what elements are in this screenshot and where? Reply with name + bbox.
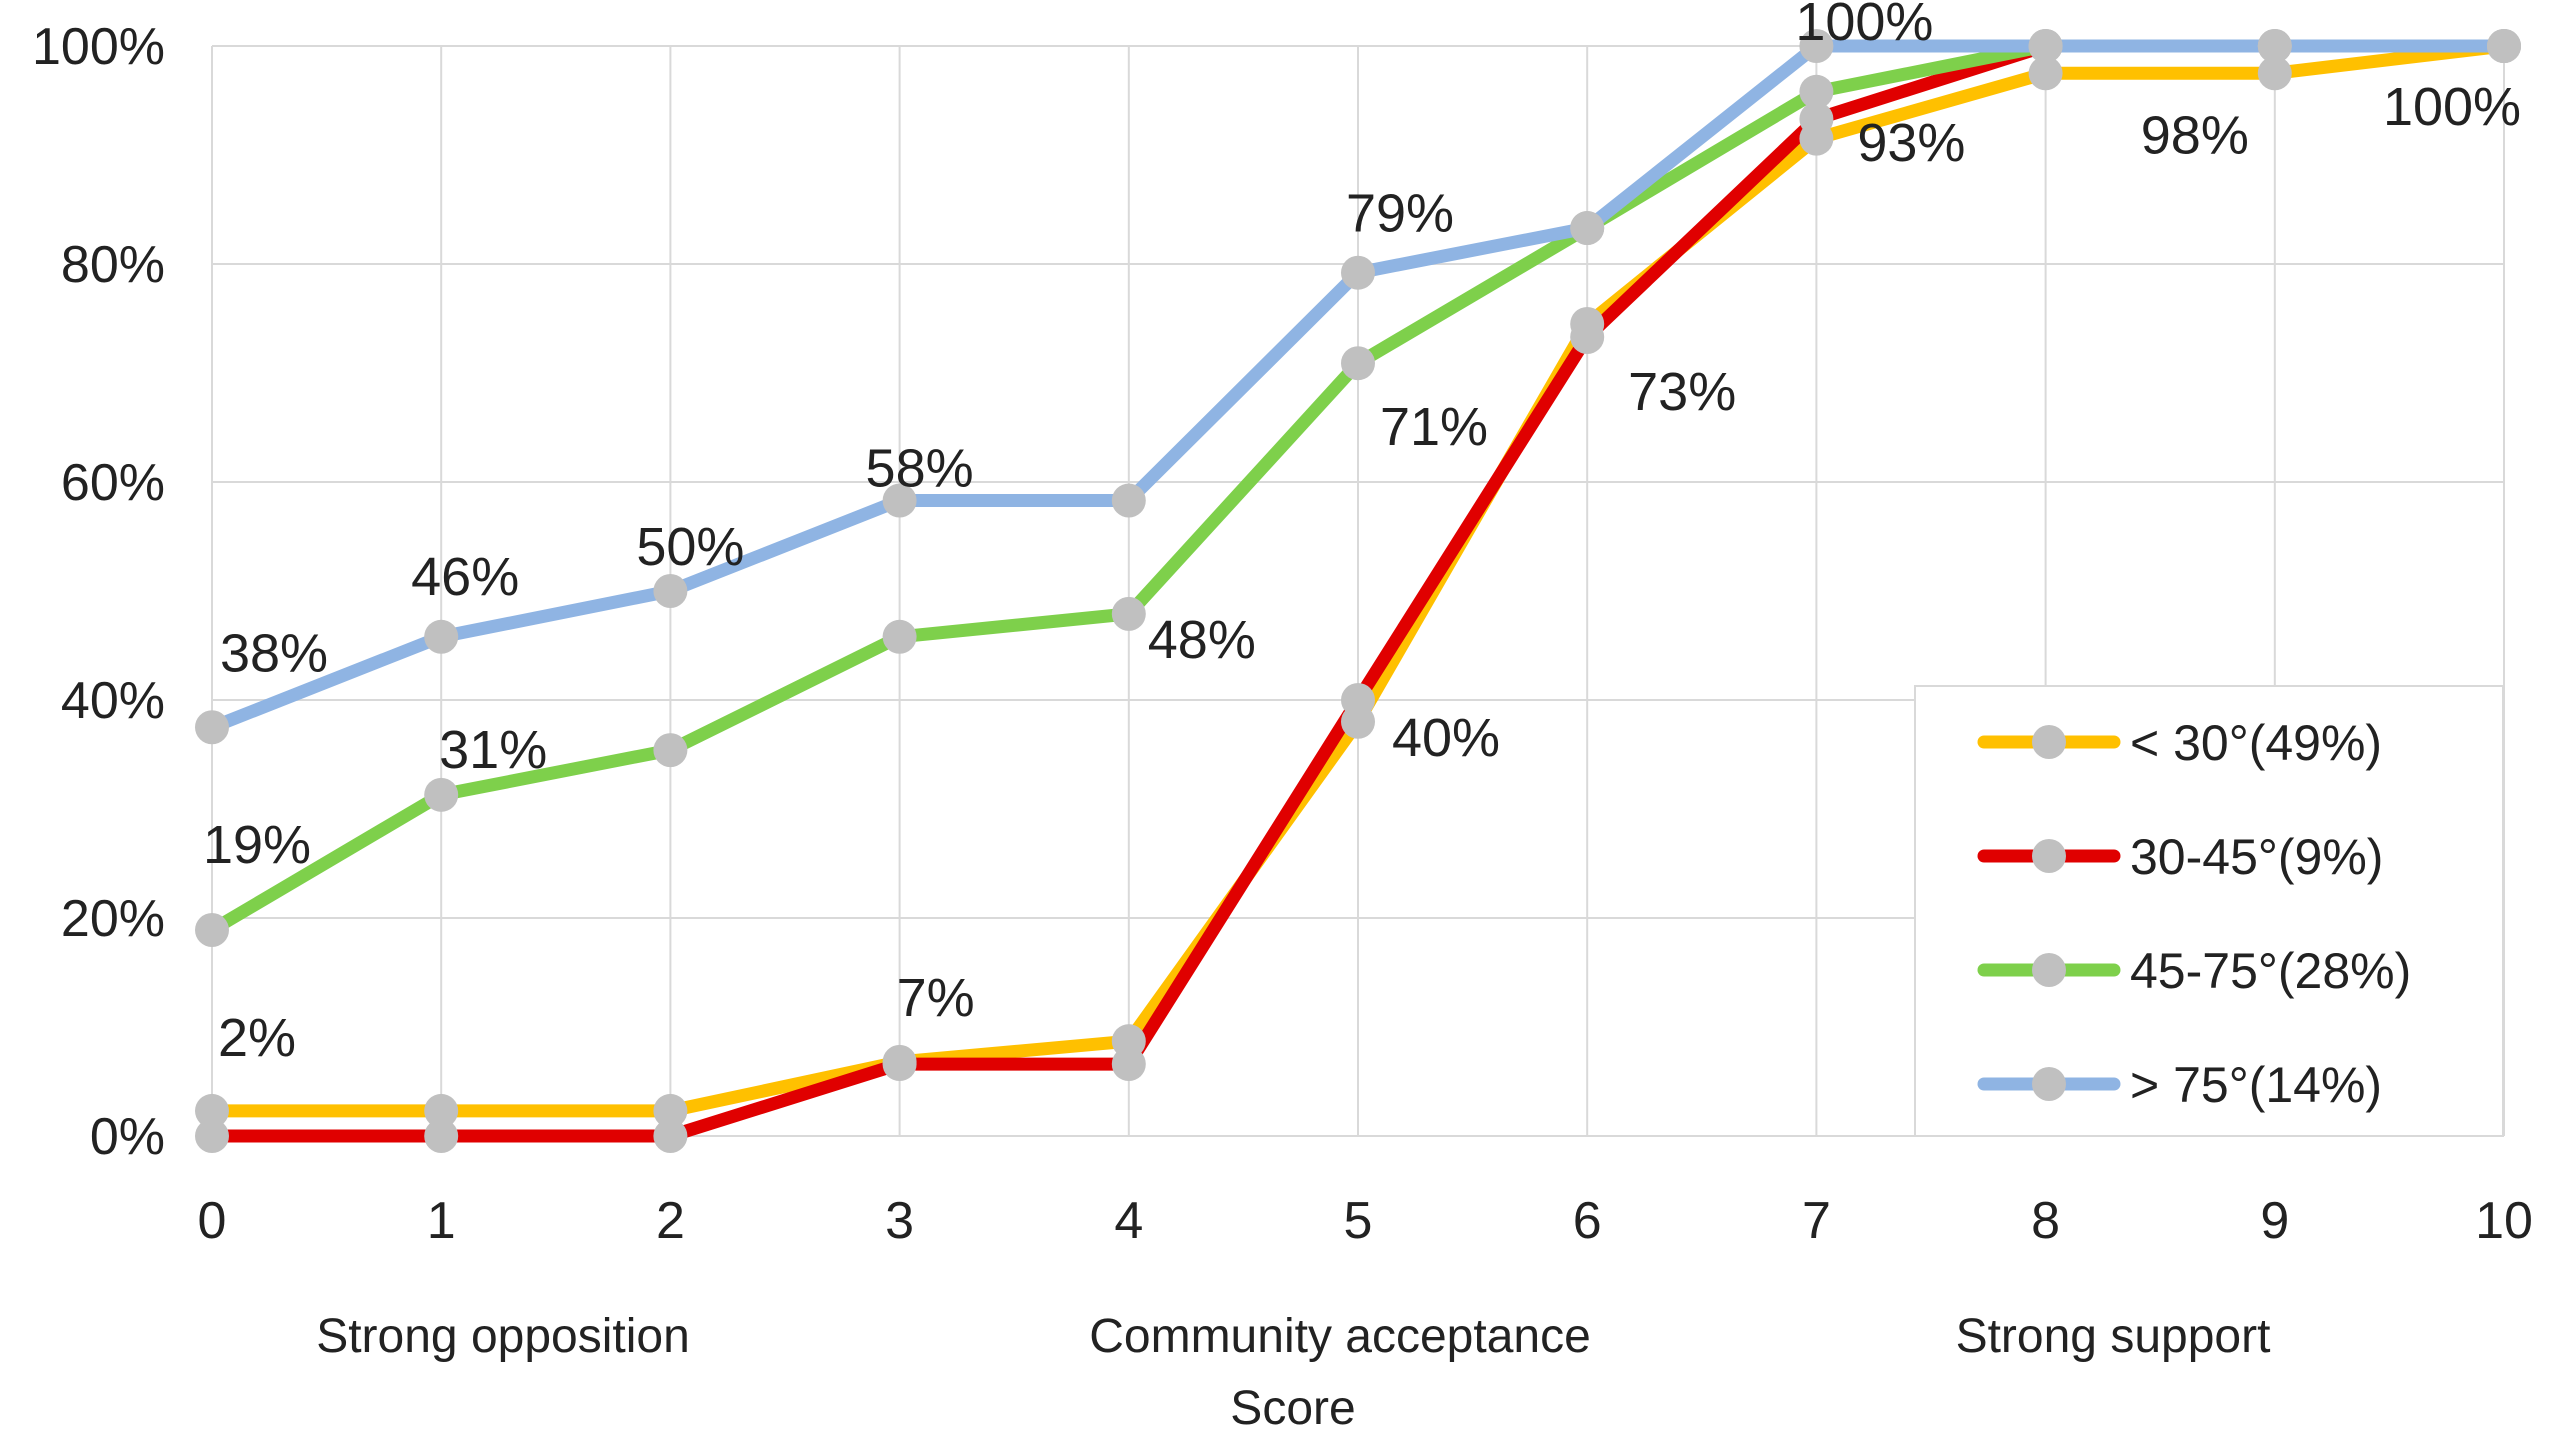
x-annotation-right: Strong support	[1956, 1310, 2271, 1363]
data-point	[1799, 74, 1834, 109]
data-point	[882, 619, 917, 654]
data-label: 38%	[220, 623, 328, 683]
y-tick-label: 40%	[61, 672, 165, 730]
legend-label: 30-45°(9%)	[2130, 829, 2383, 885]
data-point	[1570, 211, 1605, 246]
data-point	[424, 777, 459, 812]
data-point	[2257, 56, 2292, 91]
x-tick-label: 10	[2475, 1192, 2533, 1250]
x-tick-label: 5	[1344, 1192, 1373, 1250]
legend-marker	[2032, 725, 2066, 759]
data-point	[653, 574, 688, 608]
data-label: 50%	[636, 517, 744, 577]
x-tick-label: 0	[198, 1192, 227, 1250]
data-label: 98%	[2141, 105, 2249, 165]
y-tick-label: 0%	[90, 1108, 165, 1166]
data-label: 71%	[1380, 397, 1488, 457]
data-point	[882, 1047, 917, 1082]
data-point	[1799, 102, 1834, 137]
data-point	[195, 1093, 229, 1128]
y-tick-label: 80%	[61, 236, 165, 294]
y-tick-label: 20%	[61, 890, 165, 948]
x-tick-label: 3	[885, 1192, 914, 1250]
data-label: 48%	[1148, 610, 1256, 670]
data-point	[2028, 29, 2063, 63]
data-label: 93%	[1857, 113, 1965, 173]
legend-box	[1914, 685, 2504, 1137]
x-annotation-left: Strong opposition	[316, 1310, 690, 1363]
data-label: 31%	[439, 720, 547, 780]
data-point	[653, 1119, 688, 1153]
data-label: 7%	[897, 968, 975, 1028]
legend-label: < 30°(49%)	[2130, 715, 2382, 771]
y-tick-label: 60%	[61, 454, 165, 512]
series-markers	[195, 29, 2521, 1153]
data-label: 79%	[1346, 184, 1454, 244]
data-point	[424, 1119, 459, 1153]
data-point	[424, 619, 459, 654]
data-point	[2487, 29, 2521, 63]
data-point	[195, 710, 229, 745]
data-point	[424, 1093, 459, 1128]
legend: < 30°(49%) 30-45°(9%) 45-75°(28%) > 75°(14%…	[1914, 685, 2504, 1137]
data-point	[1111, 483, 1146, 518]
data-point	[1570, 320, 1605, 355]
data-point	[1341, 346, 1375, 381]
data-label: 100%	[2383, 77, 2521, 137]
legend-label: > 75°(14%)	[2130, 1057, 2382, 1113]
data-point	[2028, 56, 2063, 91]
data-point	[2257, 29, 2292, 63]
data-point	[1799, 29, 1834, 63]
x-axis-title-score: Score	[1230, 1382, 1355, 1435]
x-tick-label: 9	[2260, 1192, 2289, 1250]
x-tick-label: 2	[656, 1192, 685, 1250]
x-tick-label: 6	[1573, 1192, 1602, 1250]
legend-label: 45-75°(28%)	[2130, 943, 2411, 999]
data-label: 19%	[203, 815, 311, 875]
x-tick-label: 1	[427, 1192, 456, 1250]
x-tick-label: 8	[2031, 1192, 2060, 1250]
x-tick-label: 4	[1114, 1192, 1143, 1250]
legend-marker	[2032, 839, 2066, 873]
data-point	[1111, 1047, 1146, 1082]
data-label: 100%	[1795, 0, 1933, 52]
axis-labels: Strong opposition Community acceptance S…	[32, 18, 2533, 1435]
data-point	[1111, 596, 1146, 631]
data-label: 58%	[866, 439, 974, 499]
data-label: 40%	[1392, 708, 1500, 768]
data-label: 2%	[218, 1008, 296, 1068]
x-tick-label: 7	[1802, 1192, 1831, 1250]
data-point	[195, 912, 229, 947]
legend-marker	[2032, 953, 2066, 987]
data-label: 73%	[1628, 362, 1736, 422]
data-point	[1341, 683, 1375, 717]
y-tick-label: 100%	[32, 18, 165, 76]
data-point	[195, 1119, 229, 1153]
x-axis-title: Community acceptance	[1089, 1310, 1591, 1363]
data-label: 46%	[411, 547, 519, 607]
data-point	[653, 733, 688, 768]
data-point	[1341, 255, 1375, 290]
data-point	[882, 483, 917, 518]
data-labels: 38% 46% 50% 58% 79% 100% 19% 31% 48% 71% 2% 7% 40% 73…	[203, 0, 2521, 1068]
data-point	[653, 1093, 688, 1128]
legend-marker	[2032, 1067, 2066, 1101]
